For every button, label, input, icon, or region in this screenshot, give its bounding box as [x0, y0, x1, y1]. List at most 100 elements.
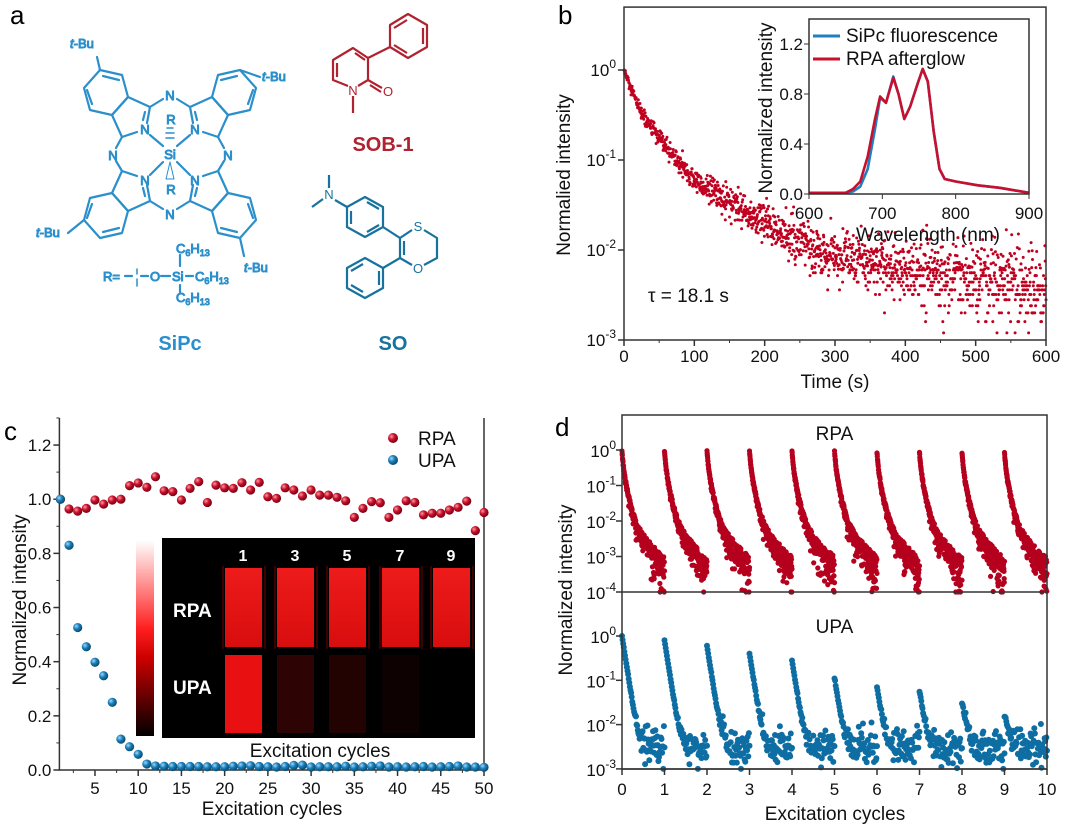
data-point — [981, 271, 985, 275]
data-point — [762, 228, 766, 232]
data-point — [704, 569, 710, 575]
data-point — [858, 252, 862, 256]
data-point — [838, 247, 842, 250]
panel-label-d: d — [555, 412, 569, 442]
data-point — [994, 263, 998, 267]
data-point — [835, 261, 839, 265]
data-point — [904, 239, 908, 243]
data-point — [915, 277, 919, 281]
data-point — [652, 121, 656, 125]
data-point — [992, 304, 996, 308]
data-point — [865, 261, 869, 265]
data-point — [821, 252, 825, 256]
data-point — [661, 134, 665, 138]
data-point — [874, 557, 880, 563]
data-point — [925, 223, 929, 227]
data-point — [879, 265, 883, 269]
data-point — [843, 263, 847, 267]
data-point — [995, 253, 999, 257]
data-point — [829, 242, 833, 246]
data-point — [801, 249, 805, 253]
data-point — [436, 508, 446, 518]
data-point — [922, 715, 929, 722]
data-point — [911, 293, 915, 296]
data-point — [730, 536, 736, 543]
data-point — [707, 189, 711, 193]
data-point — [863, 244, 867, 248]
data-point — [832, 268, 836, 272]
y-axis-label: Normalied intensity — [554, 94, 575, 256]
data-point — [800, 236, 804, 240]
data-point — [1013, 252, 1016, 255]
plot-frame — [808, 18, 1030, 195]
y-tick-label: 0.6 — [28, 599, 52, 618]
data-point — [958, 582, 964, 588]
data-point — [1031, 543, 1037, 549]
data-point — [836, 267, 840, 271]
data-point — [778, 236, 782, 240]
data-point — [683, 161, 686, 165]
data-point — [731, 730, 738, 737]
data-point — [727, 195, 731, 199]
data-point — [910, 246, 913, 250]
data-point — [932, 280, 936, 284]
data-point — [245, 485, 256, 495]
data-point — [315, 490, 325, 500]
y-tick-label: 10-3 — [586, 545, 616, 568]
data-point — [150, 472, 161, 482]
data-point — [760, 222, 764, 226]
data-point — [873, 563, 879, 569]
data-point — [936, 251, 940, 254]
data-point — [692, 174, 695, 178]
data-point — [824, 251, 828, 255]
data-point — [727, 739, 734, 746]
data-point — [845, 254, 849, 258]
data-point — [784, 580, 790, 586]
legend-label: UPA — [418, 451, 456, 472]
data-point — [724, 203, 728, 207]
column-label: 9 — [447, 548, 456, 565]
data-point — [764, 217, 768, 221]
data-point — [1001, 579, 1007, 585]
data-point — [971, 293, 975, 296]
data-point — [228, 761, 238, 771]
data-point — [999, 274, 1003, 278]
y-axis-label: Normalized intensity — [756, 22, 777, 194]
data-point — [470, 526, 480, 536]
data-point — [927, 277, 931, 281]
data-point — [856, 261, 860, 265]
data-point — [895, 268, 899, 272]
data-point — [793, 257, 797, 261]
data-point — [746, 208, 750, 212]
data-point — [945, 284, 949, 288]
data-point — [453, 502, 463, 512]
data-point — [946, 262, 950, 266]
x-tick-label: 700 — [868, 204, 896, 223]
data-point — [739, 207, 743, 211]
data-point — [654, 127, 657, 131]
data-point — [817, 264, 821, 268]
data-point — [822, 235, 826, 239]
data-point — [661, 568, 668, 574]
data-point — [759, 711, 766, 718]
data-point — [634, 96, 638, 100]
data-point — [787, 259, 791, 263]
data-point — [1011, 284, 1015, 288]
data-point — [479, 507, 489, 518]
data-point — [776, 567, 783, 574]
data-point — [877, 232, 881, 236]
data-point — [1007, 311, 1011, 315]
data-point — [664, 143, 668, 147]
data-point — [1009, 254, 1013, 258]
t-bu-label: t-Bu — [70, 36, 94, 51]
data-point — [937, 293, 941, 296]
data-point — [966, 298, 969, 302]
y-tick-label: 10-2 — [586, 237, 616, 260]
data-point — [960, 704, 967, 711]
data-point — [150, 761, 161, 771]
data-point — [996, 256, 1000, 259]
data-point — [349, 762, 359, 772]
